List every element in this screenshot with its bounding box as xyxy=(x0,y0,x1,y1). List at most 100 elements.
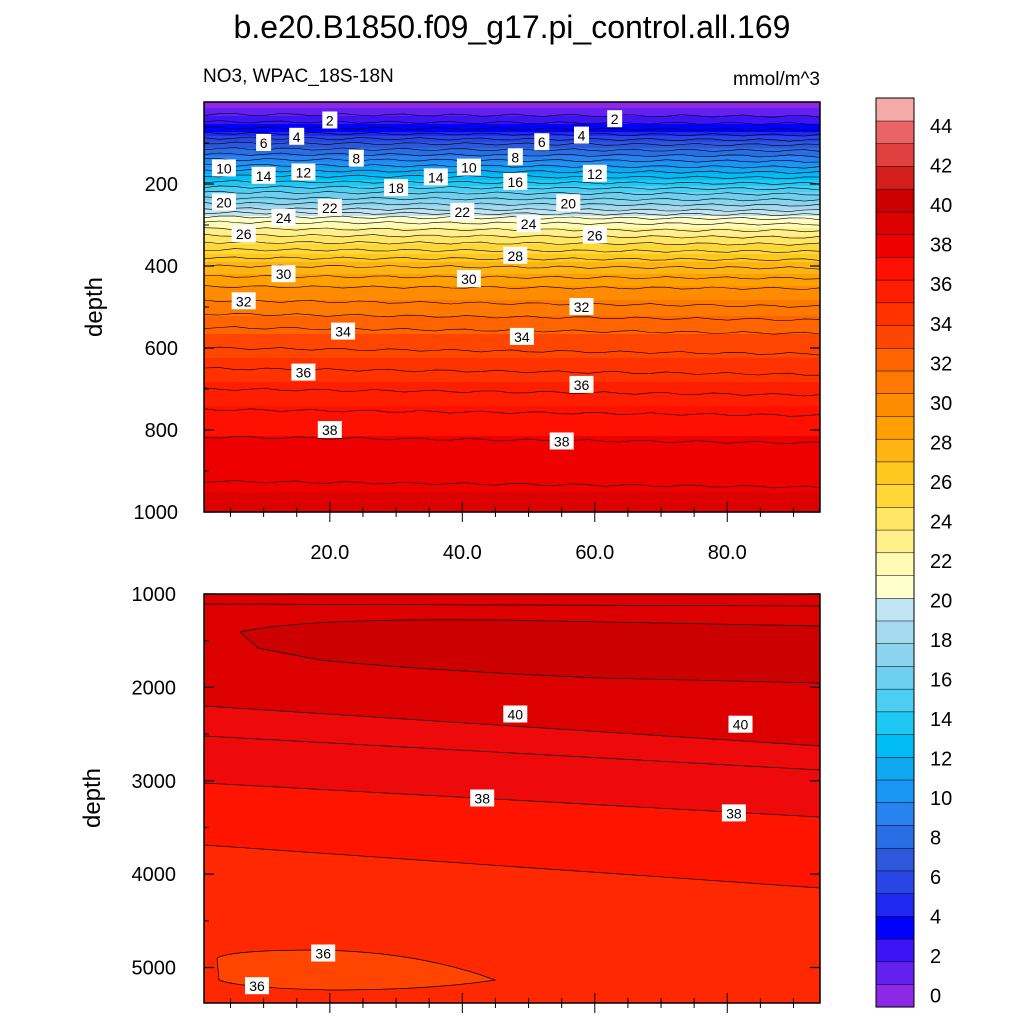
colorbar-swatch xyxy=(875,870,915,894)
lower-panel: 40 40 38 38 36 36 1000 2000 3000 4000 5000 depth xyxy=(79,584,821,1013)
contour-band xyxy=(204,414,820,417)
contour-band xyxy=(204,502,820,505)
contour-band xyxy=(204,460,820,463)
colorbar-swatch xyxy=(875,529,915,554)
contour-band xyxy=(204,224,820,227)
contour-band xyxy=(204,114,820,117)
contour-label-bg xyxy=(291,163,316,181)
colorbar-swatch xyxy=(875,461,915,485)
lower-x-axis xyxy=(229,993,795,1013)
contour-band xyxy=(204,478,820,481)
colorbar-swatch xyxy=(875,234,915,258)
contour-band xyxy=(204,118,820,121)
contour-label: 16 xyxy=(508,174,524,190)
colorbar-label: 30 xyxy=(930,393,952,415)
contour-band xyxy=(204,228,820,231)
contour-band xyxy=(204,480,820,483)
contour-line xyxy=(203,136,821,142)
contour-band xyxy=(204,430,820,433)
contour-band xyxy=(204,274,820,277)
colorbar-label: 36 xyxy=(930,274,952,296)
contour-band xyxy=(204,102,820,105)
contour-band xyxy=(204,202,820,205)
contour-band xyxy=(204,206,820,209)
contour-band xyxy=(204,264,820,267)
contour-label: 20 xyxy=(216,194,232,210)
contour-band xyxy=(204,110,820,113)
y-tick-label: 5000 xyxy=(132,958,177,980)
y-tick-label: 200 xyxy=(145,174,178,196)
colorbar-swatch xyxy=(875,938,915,963)
contour-line xyxy=(203,408,821,417)
contour-band xyxy=(204,496,820,499)
contour-label-bg xyxy=(317,198,342,216)
contour-label-bg xyxy=(503,246,528,264)
contour-band xyxy=(204,108,820,111)
contour-band xyxy=(204,194,820,197)
contour-region xyxy=(239,619,821,684)
contour-label-bg xyxy=(322,111,338,129)
contour-label-bg xyxy=(721,804,746,822)
contour-band xyxy=(204,486,820,489)
contour-band xyxy=(204,286,820,289)
contour-label-bg xyxy=(507,148,523,166)
colorbar-swatch xyxy=(875,961,915,985)
contour-label: 4 xyxy=(578,128,586,144)
contour-band xyxy=(204,216,820,219)
contour-label-bg xyxy=(423,168,448,186)
contour-band xyxy=(204,196,820,199)
y-tick-label: 400 xyxy=(145,256,178,278)
contour-band xyxy=(204,380,820,383)
lower-contour-labels: 40 40 38 38 36 36 xyxy=(245,705,753,995)
contour-band xyxy=(204,416,820,419)
contour-line xyxy=(203,207,821,212)
contour-label-bg xyxy=(311,944,336,962)
contour-line xyxy=(203,603,821,607)
contour-label-bg xyxy=(456,158,481,176)
contour-band xyxy=(204,452,820,455)
contour-band xyxy=(204,442,820,445)
contour-band xyxy=(204,278,820,281)
contour-band xyxy=(204,372,820,375)
contour-band xyxy=(204,220,820,223)
contour-band xyxy=(204,288,820,291)
contour-line xyxy=(203,299,821,308)
contour-label: 10 xyxy=(216,160,232,176)
colorbar-label: 44 xyxy=(930,116,952,138)
contour-label-bg xyxy=(509,327,534,345)
contour-line xyxy=(203,120,821,126)
contour-line xyxy=(203,131,821,137)
contour-band xyxy=(204,424,820,427)
contour-band xyxy=(204,284,820,287)
contour-band xyxy=(204,210,820,213)
contour-band xyxy=(204,428,820,431)
colorbar-label: 0 xyxy=(930,986,941,1008)
contour-band xyxy=(204,484,820,487)
contour-band xyxy=(204,344,820,347)
colorbar-swatch xyxy=(875,597,915,622)
contour-label: 28 xyxy=(508,248,524,264)
contour-band xyxy=(204,324,820,327)
contour-label: 34 xyxy=(514,329,530,345)
contour-label: 24 xyxy=(276,210,292,226)
contour-label: 12 xyxy=(587,166,603,182)
contour-label: 22 xyxy=(322,200,338,216)
contour-band xyxy=(204,376,820,379)
contour-band xyxy=(204,116,820,119)
contour-band xyxy=(204,390,820,393)
colorbar-swatch xyxy=(875,506,915,531)
contour-band xyxy=(204,138,820,141)
contour-band xyxy=(204,378,820,381)
contour-band xyxy=(204,448,820,451)
contour-band xyxy=(204,350,820,353)
colorbar-swatch xyxy=(875,97,915,122)
upper-y-axis-label: depth xyxy=(81,277,108,337)
contour-band xyxy=(204,444,820,447)
colorbar-swatch xyxy=(875,415,915,440)
contour-line xyxy=(203,480,821,489)
contour-band xyxy=(204,426,820,429)
contour-band xyxy=(204,142,820,145)
contour-band xyxy=(204,382,820,385)
